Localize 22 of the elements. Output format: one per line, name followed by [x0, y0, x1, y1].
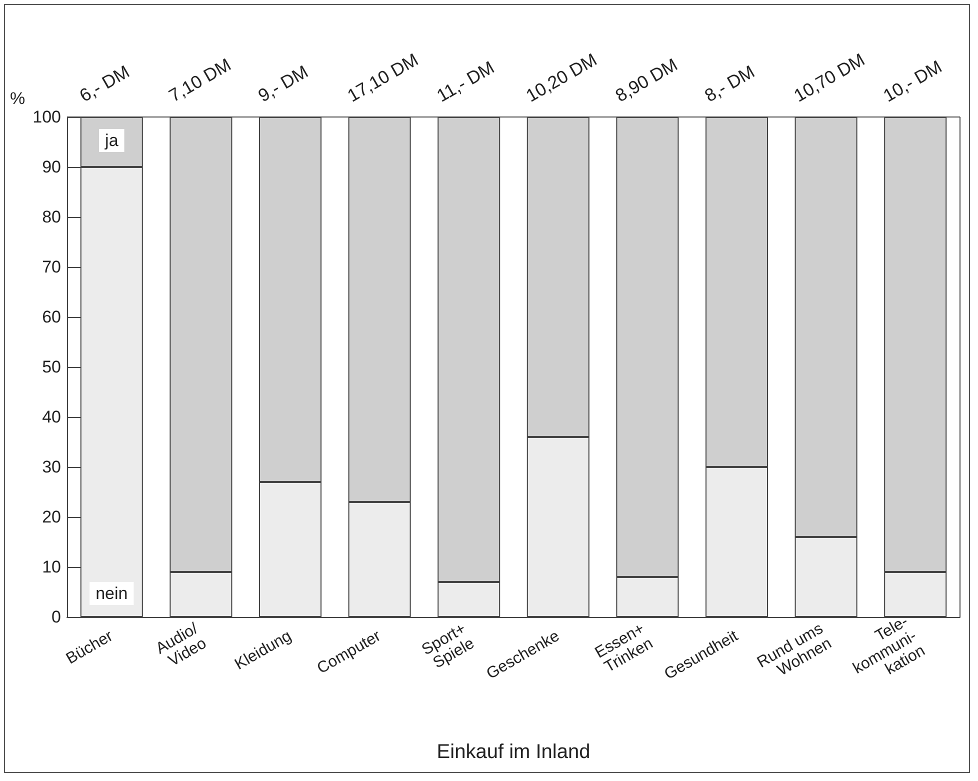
y-tick-label: 0 — [52, 608, 61, 626]
series-label: nein — [96, 584, 128, 603]
text: 9,- DM — [254, 62, 312, 106]
text: 11,- DM — [433, 57, 498, 106]
y-tick-label: 70 — [42, 258, 61, 276]
y-tick-label: 10 — [42, 558, 61, 576]
y-tick-label: 80 — [42, 208, 61, 226]
y-tick-label: 50 — [42, 358, 61, 376]
text: 6,- DM — [76, 62, 133, 106]
y-tick-label: 30 — [42, 458, 61, 476]
text: 8,- DM — [701, 62, 758, 106]
y-tick-label: 40 — [42, 408, 61, 426]
y-tick-label: 100 — [32, 108, 61, 126]
y-tick-label: 90 — [42, 158, 61, 176]
series-label: ja — [104, 131, 119, 150]
text: 8,90 DM — [612, 54, 681, 106]
y-tick-label: 60 — [42, 308, 61, 326]
y-tick-label: 20 — [42, 508, 61, 526]
y-axis-title: % — [10, 89, 26, 108]
text: 10,- DM — [880, 56, 946, 106]
x-axis-title: Einkauf im Inland — [436, 741, 590, 763]
text: 7,10 DM — [165, 54, 234, 106]
